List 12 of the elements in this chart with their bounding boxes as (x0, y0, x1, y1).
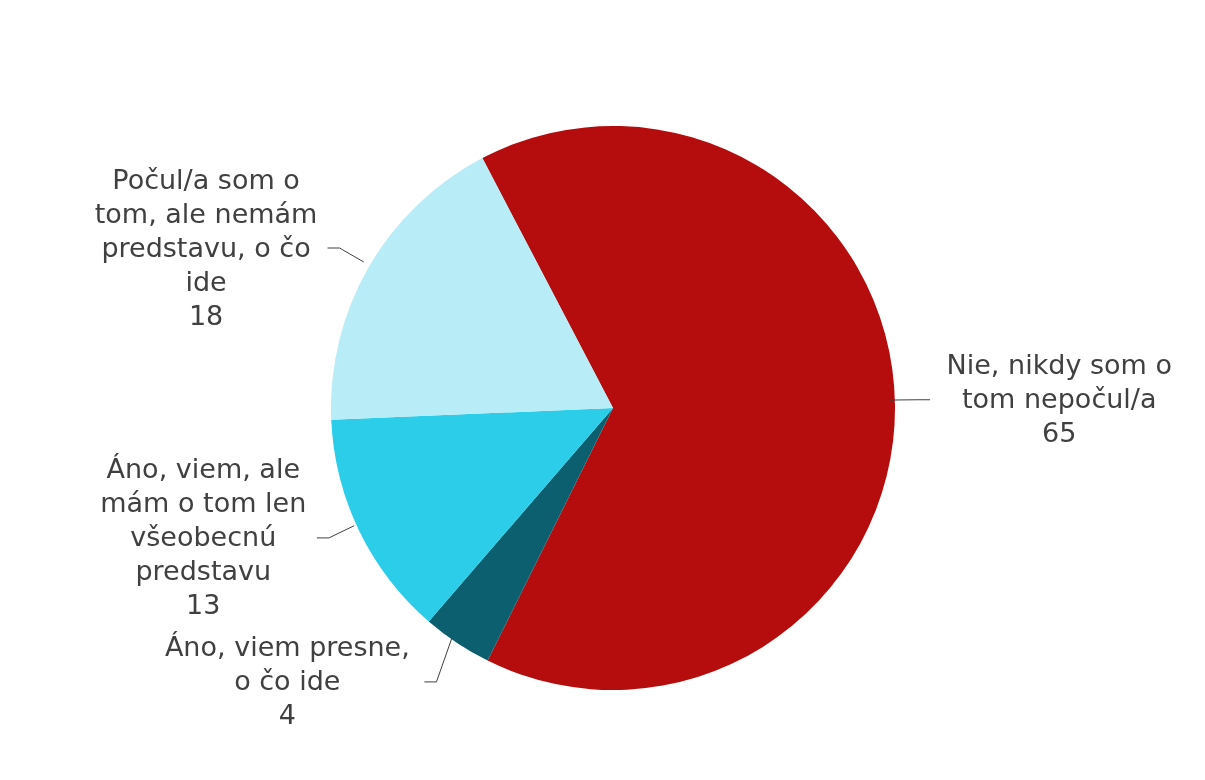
slice-label: Áno, viem presne, o čo ide (164, 631, 410, 697)
data-label: 13 (186, 589, 221, 621)
pie-slice (428, 408, 613, 661)
pie-slice (331, 408, 613, 622)
slice-label: Áno, viem, ale mám o tom len všeobecnú predstavu (100, 453, 307, 587)
data-label: 4 (278, 699, 296, 731)
data-label: 18 (188, 299, 224, 331)
pie-slice (331, 158, 613, 420)
slice-label: Počul/a som o tom, ale nemám predstavu, o čo ide (94, 163, 318, 297)
pie-slice (482, 126, 895, 690)
slice-label: Nie, nikdy som o tom nepočul/a (946, 349, 1172, 415)
data-label: 65 (1042, 417, 1077, 449)
